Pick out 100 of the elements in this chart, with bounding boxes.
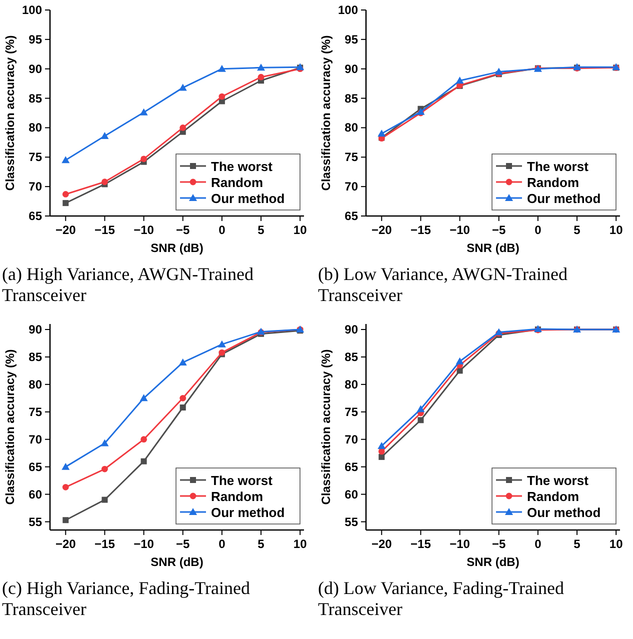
x-tick-label: 0 — [534, 223, 542, 237]
point — [378, 130, 386, 137]
point — [257, 64, 266, 71]
legend-label: Random — [527, 175, 579, 190]
y-tick-label: 95 — [28, 32, 42, 46]
x-tick-label: −10 — [450, 537, 470, 551]
point — [180, 404, 186, 410]
point — [62, 462, 70, 470]
y-tick-label: 70 — [344, 432, 358, 446]
point — [140, 394, 148, 402]
x-tick-label: −5 — [492, 537, 506, 551]
y-tick-label: 60 — [344, 487, 358, 502]
y-tick-label: 70 — [344, 180, 358, 194]
x-tick-label: −15 — [410, 223, 432, 237]
point — [378, 454, 385, 460]
x-tick-label: 5 — [574, 223, 581, 237]
y-tick-label: 85 — [344, 91, 358, 106]
legend-label: Our method — [527, 191, 601, 206]
x-tick-label: −20 — [55, 223, 76, 237]
point — [140, 156, 147, 162]
x-tick-label: −15 — [94, 537, 116, 551]
point — [140, 458, 147, 464]
point — [218, 93, 226, 100]
point — [378, 448, 385, 455]
y-tick-label: 55 — [344, 514, 358, 529]
y-tick-label: 70 — [28, 432, 42, 446]
y-tick-label: 85 — [28, 91, 42, 106]
point — [100, 439, 109, 446]
x-axis-title: SNR (dB) — [150, 241, 204, 255]
x-tick-label: 5 — [258, 537, 265, 551]
y-tick-label: 65 — [344, 209, 358, 223]
legend-label: Our method — [211, 191, 285, 206]
y-tick-label: 80 — [344, 377, 358, 392]
y-axis-title: Classification accuracy (%) — [3, 35, 17, 191]
x-axis-title: SNR (dB) — [466, 241, 520, 255]
point — [218, 340, 226, 348]
x-tick-label: 0 — [218, 537, 226, 551]
legend-label: The worst — [527, 473, 590, 488]
text: (c) High Variance, Fading-Trained Transceiver — [1, 577, 251, 621]
y-tick-label: 65 — [28, 460, 42, 474]
point — [62, 200, 69, 206]
y-tick-label: 60 — [28, 487, 42, 502]
x-tick-label: −5 — [492, 223, 506, 237]
y-axis-title: Classification accuracy (%) — [319, 349, 333, 505]
x-tick-label: −15 — [410, 537, 432, 551]
point — [100, 132, 109, 139]
x-tick-label: 0 — [534, 537, 542, 551]
y-tick-label: 90 — [28, 62, 42, 76]
point — [494, 68, 503, 75]
point — [62, 191, 69, 198]
x-tick-label: 10 — [293, 223, 308, 237]
y-tick-label: 70 — [28, 180, 42, 194]
y-tick-label: 85 — [344, 350, 358, 364]
point — [62, 484, 69, 490]
y-axis-title: Classification accuracy (%) — [319, 35, 333, 191]
y-tick-label: 100 — [338, 3, 358, 17]
y-tick-label: 90 — [344, 322, 358, 336]
x-axis-title: SNR (dB) — [466, 555, 520, 569]
point — [62, 156, 70, 164]
y-axis-title: Classification accuracy (%) — [3, 349, 17, 505]
legend-label: Random — [527, 489, 579, 504]
x-tick-label: 10 — [609, 223, 624, 237]
point — [456, 357, 464, 364]
legend-label: The worst — [211, 159, 274, 174]
legend-label: Random — [211, 489, 263, 504]
point — [102, 496, 108, 503]
x-tick-label: −10 — [134, 537, 154, 551]
point — [140, 436, 147, 443]
x-tick-label: −20 — [371, 537, 392, 551]
y-tick-label: 90 — [28, 322, 42, 336]
point — [258, 74, 264, 80]
y-tick-label: 75 — [344, 404, 358, 419]
x-axis-title: SNR (dB) — [150, 555, 204, 569]
legend-label: Our method — [527, 505, 601, 520]
point — [178, 358, 187, 366]
legend-label: The worst — [527, 159, 590, 174]
y-tick-label: 80 — [28, 120, 42, 135]
point — [418, 417, 424, 424]
y-tick-label: 95 — [344, 32, 358, 46]
x-tick-label: −20 — [371, 223, 392, 237]
x-tick-label: 10 — [609, 537, 624, 551]
point — [378, 442, 386, 449]
x-tick-label: −15 — [94, 223, 116, 237]
y-tick-label: 55 — [28, 514, 42, 529]
x-tick-label: −10 — [134, 223, 154, 237]
x-tick-label: −10 — [450, 223, 470, 237]
x-tick-label: −5 — [176, 223, 190, 237]
point — [416, 405, 425, 412]
y-tick-label: 75 — [28, 150, 42, 164]
point — [180, 124, 186, 131]
y-tick-label: 90 — [344, 62, 358, 76]
legend-label: Random — [211, 175, 263, 190]
y-tick-label: 75 — [344, 150, 358, 164]
x-tick-label: 0 — [218, 223, 226, 237]
point — [62, 517, 69, 524]
point — [456, 76, 464, 84]
legend-label: The worst — [211, 473, 274, 488]
y-tick-label: 85 — [28, 350, 42, 364]
point — [102, 178, 108, 186]
y-tick-label: 65 — [28, 209, 42, 223]
